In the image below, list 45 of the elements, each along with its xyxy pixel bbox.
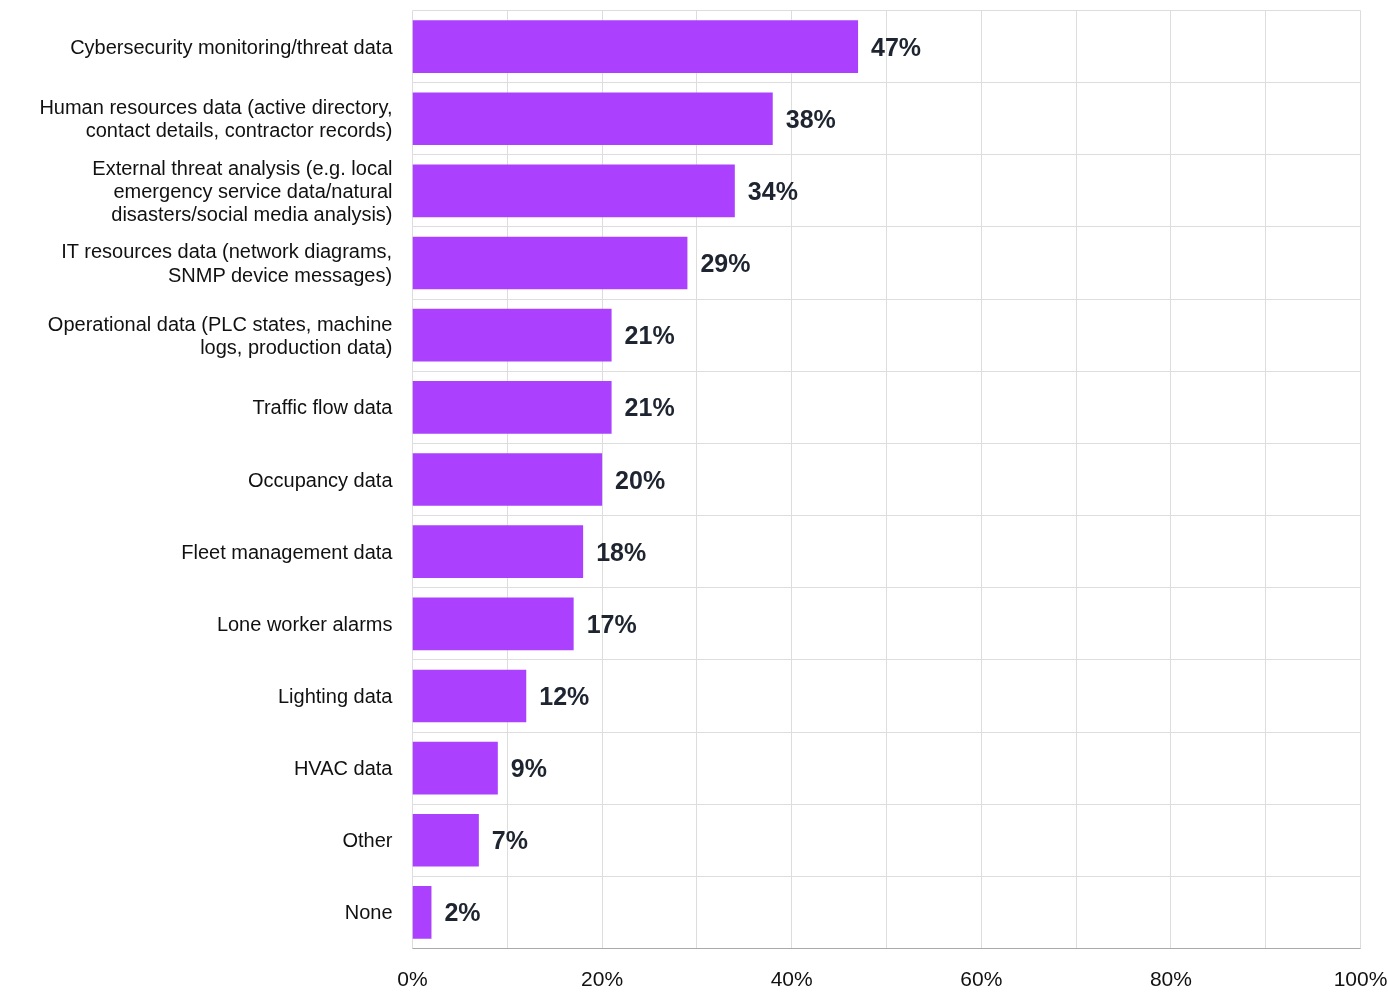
y-tick-label: Traffic flow data <box>252 396 394 419</box>
y-tick-label: External threat analysis (e.g. local emergency service data/natural disasters/social media analysis) <box>92 156 393 225</box>
y-tick-label: HVAC data <box>293 757 394 780</box>
data-label: 17% <box>586 609 637 638</box>
y-tick-label: Fleet management data <box>181 540 394 563</box>
y-tick-label: Lone worker alarms <box>216 612 393 635</box>
y-tick-label: Occupancy data <box>247 468 394 491</box>
y-tick-label: Operational data (PLC states, machine logs, production data) <box>47 312 393 358</box>
bar <box>412 886 432 939</box>
y-tick-label: Cybersecurity monitoring/threat data <box>70 35 394 58</box>
x-tick-label: 40% <box>770 966 813 990</box>
x-tick-label: 0% <box>397 966 428 990</box>
y-tick-label: Other <box>342 829 393 852</box>
bar <box>412 236 688 290</box>
data-label: 21% <box>624 321 675 350</box>
x-tick-label: 60% <box>960 966 1003 990</box>
data-label: 47% <box>871 32 922 61</box>
x-tick-label: 100% <box>1333 966 1388 990</box>
data-label: 29% <box>700 249 751 278</box>
x-tick-label: 80% <box>1149 966 1192 990</box>
bar <box>412 20 859 73</box>
data-label: 21% <box>624 393 675 422</box>
bar <box>412 381 612 434</box>
data-label: 2% <box>444 898 481 927</box>
bar <box>412 525 584 578</box>
y-tick-label: IT resources data (network diagrams, SNMP device messages) <box>61 240 393 286</box>
data-label: 12% <box>539 681 590 710</box>
bar <box>412 597 574 651</box>
bar <box>412 92 773 146</box>
x-tick-label: 20% <box>581 966 624 990</box>
data-label: 9% <box>510 754 547 783</box>
data-label: 38% <box>785 104 836 133</box>
bar <box>412 453 603 506</box>
y-tick-label: Human resources data (active directory, contact details, contractor records) <box>39 96 393 142</box>
bar <box>412 308 612 362</box>
data-label: 20% <box>615 465 666 494</box>
data-label: 7% <box>491 826 528 855</box>
bar <box>412 669 527 723</box>
bar <box>412 741 498 795</box>
bar <box>412 813 479 867</box>
y-tick-label: Lighting data <box>277 684 394 707</box>
data-label: 18% <box>596 537 647 566</box>
bar <box>412 164 735 218</box>
y-tick-label: None <box>344 901 393 924</box>
data-label: 34% <box>747 176 798 205</box>
